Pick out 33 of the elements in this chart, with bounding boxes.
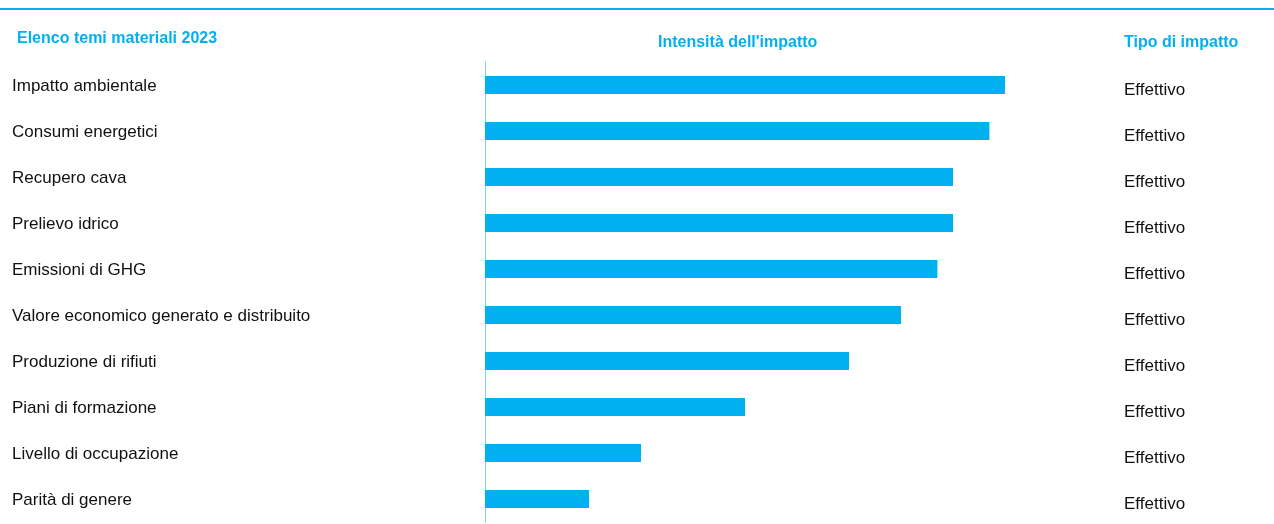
text: Effettivo xyxy=(1124,171,1186,191)
text: Tipo di impatto xyxy=(1124,32,1239,50)
y-tick-label: Produzione di rifiuti xyxy=(12,351,157,371)
text: Elenco temi materiali 2023 xyxy=(17,28,218,46)
y-tick-label: Emissioni di GHG xyxy=(12,259,147,279)
bar xyxy=(485,260,938,278)
bar xyxy=(485,76,1005,94)
y-tick-label: Livello di occupazione xyxy=(12,443,179,463)
y-tick-label: Consumi energetici xyxy=(12,121,158,141)
bar xyxy=(485,214,953,232)
text: Effettivo xyxy=(1124,217,1186,237)
y-tick-label: Prelievo idrico xyxy=(12,213,119,233)
text: Effettivo xyxy=(1124,493,1186,513)
y-tick-label: Piani di formazione xyxy=(12,397,157,417)
y-tick-label: Parità di genere xyxy=(12,489,133,509)
bar xyxy=(485,352,849,370)
text: Effettivo xyxy=(1124,355,1186,375)
text: Effettivo xyxy=(1124,125,1186,145)
text: Effettivo xyxy=(1124,401,1186,421)
text: Effettivo xyxy=(1124,447,1186,467)
bar xyxy=(485,444,641,462)
bar xyxy=(485,306,901,324)
x-axis-title: Intensità dell'impatto xyxy=(658,32,818,50)
bar xyxy=(485,490,589,508)
text: Effettivo xyxy=(1124,309,1186,329)
y-tick-label: Recupero cava xyxy=(12,167,127,187)
bar xyxy=(485,122,990,140)
y-tick-label: Valore economico generato e distribuito xyxy=(12,305,311,325)
y-tick-label: Impatto ambientale xyxy=(12,75,157,95)
bar xyxy=(485,398,745,416)
text: Effettivo xyxy=(1124,263,1186,283)
bar xyxy=(485,168,953,186)
text: Effettivo xyxy=(1124,79,1186,99)
